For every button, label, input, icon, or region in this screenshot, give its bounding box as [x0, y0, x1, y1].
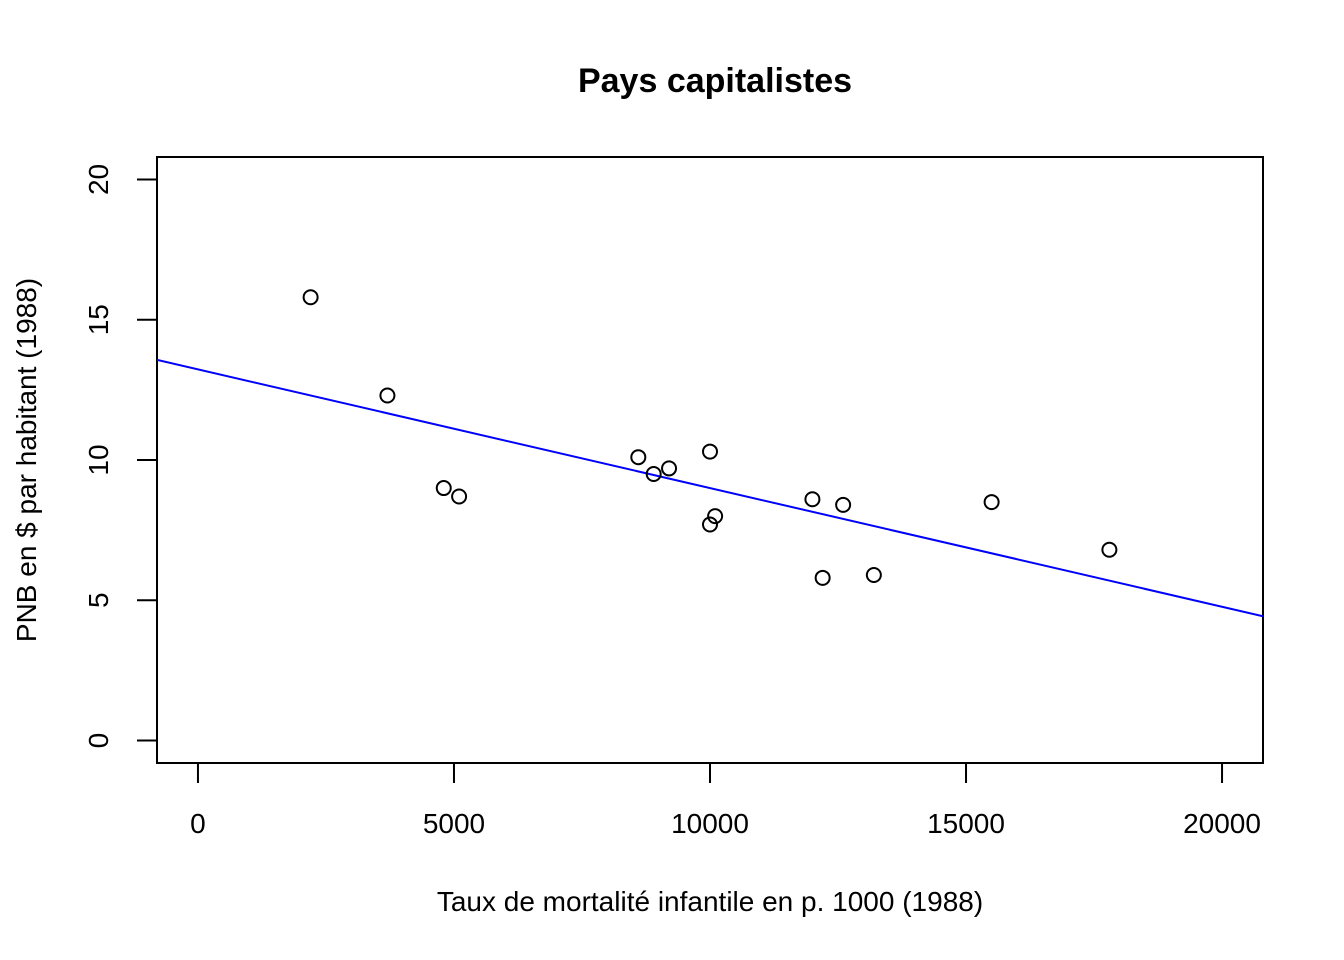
- y-tick-label: 5: [83, 592, 114, 608]
- y-axis-label: PNB en $ par habitant (1988): [11, 278, 42, 642]
- data-point: [814, 569, 831, 586]
- data-point: [379, 387, 396, 404]
- data-point: [702, 516, 718, 533]
- x-tick-label: 0: [190, 808, 206, 839]
- data-point: [451, 488, 468, 505]
- data-point: [302, 289, 319, 306]
- data-point: [804, 491, 821, 508]
- plot-frame: [156, 156, 1264, 764]
- data-point: [865, 567, 882, 584]
- data-point: [630, 449, 647, 466]
- regression-line: [157, 358, 1263, 618]
- y-tick-label: 15: [83, 304, 114, 335]
- points-layer: [302, 289, 1118, 586]
- data-point: [645, 466, 662, 483]
- x-axis-label: Taux de mortalité infantile en p. 1000 (…: [437, 886, 983, 917]
- data-point: [435, 480, 452, 497]
- data-point: [1101, 541, 1118, 558]
- y-tick-label: 20: [83, 164, 114, 195]
- data-point: [707, 508, 724, 525]
- x-tick-label: 20000: [1183, 808, 1261, 839]
- x-tick-label: 5000: [423, 808, 485, 839]
- data-point: [983, 494, 1000, 511]
- regression-line-layer: [157, 358, 1263, 618]
- y-tick-label: 10: [83, 444, 114, 475]
- y-tick-label: 0: [83, 733, 114, 749]
- data-point: [702, 443, 718, 460]
- y-axis: 0 5 10 15 20: [83, 164, 158, 749]
- chart-title: Pays capitalistes: [578, 62, 852, 100]
- data-point: [661, 460, 678, 477]
- x-tick-label: 10000: [671, 808, 749, 839]
- x-tick-label: 15000: [927, 808, 1005, 839]
- data-point: [835, 496, 852, 513]
- x-axis: 0 5000 10000 15000 20000: [190, 762, 1261, 839]
